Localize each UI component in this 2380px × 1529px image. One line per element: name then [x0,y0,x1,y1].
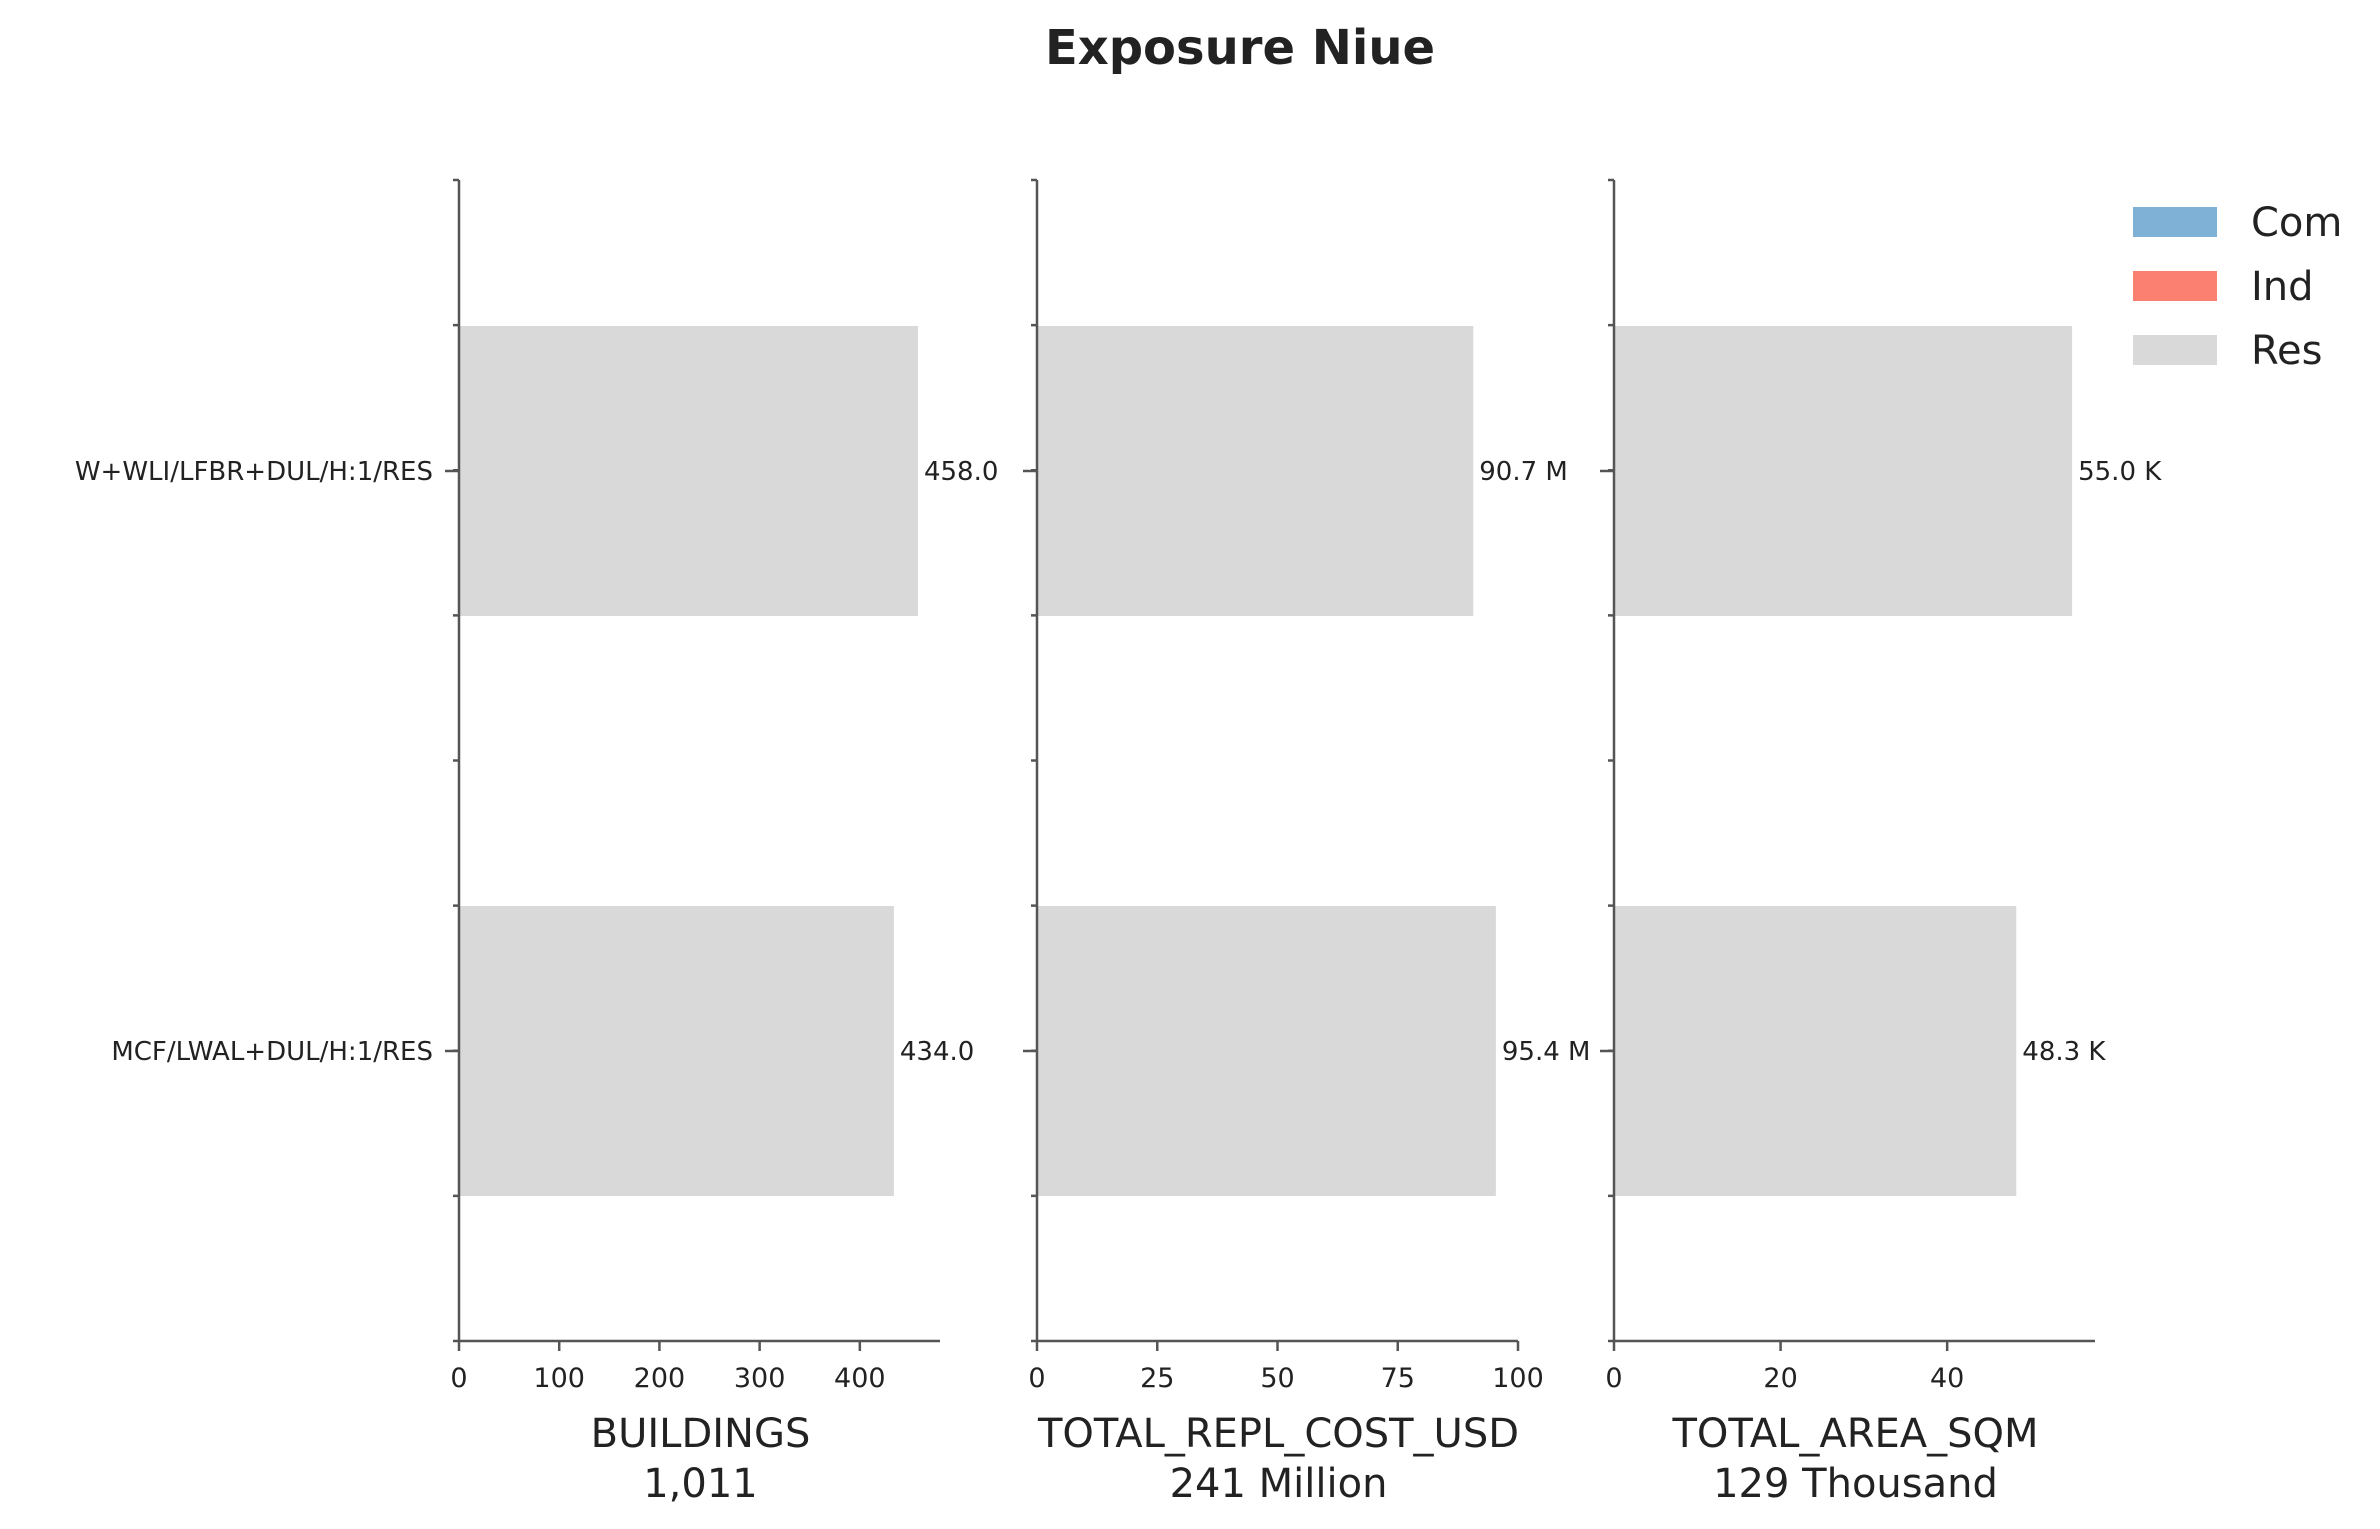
x-tick-label: 400 [834,1363,886,1394]
x-axis-label: TOTAL_AREA_SQM [1671,1411,2038,1457]
legend-label-res: Res [2251,328,2322,374]
x-tick-label: 75 [1381,1363,1415,1394]
panel-total-label: 129 Thousand [1713,1461,1998,1507]
x-tick-label: 200 [634,1363,686,1394]
x-tick-label: 25 [1140,1363,1174,1394]
x-tick-label: 300 [734,1363,786,1394]
value-label: 48.3 K [2022,1037,2106,1067]
bar-1-1 [459,326,918,616]
legend-label-com: Com [2251,200,2342,246]
bar-2-2 [1037,906,1496,1196]
value-label: 55.0 K [2078,457,2162,487]
chart-panels: 458.0 434.0 W+WLI/LFBR+DUL/H:1/RES MCF/LWAL… [75,178,2162,1507]
x-tick-label: 100 [1492,1363,1544,1394]
x-tick-label: 40 [1930,1363,1964,1394]
chart-title: Exposure Niue [1045,20,1435,76]
value-label: 95.4 M [1502,1037,1591,1067]
category-label: W+WLI/LFBR+DUL/H:1/RES [75,457,433,487]
legend-swatch-ind [2133,271,2217,301]
x-tick-label: 0 [450,1363,467,1394]
x-tick-label: 0 [1028,1363,1045,1394]
legend-swatch-res [2133,335,2217,365]
panel-2: 90.7 M 95.4 M 0 25 50 75 100 TOTAL_REPL_COST_US… [1023,178,1591,1507]
panel-total-label: 241 Million [1170,1461,1388,1507]
x-axis-label: BUILDINGS [591,1411,811,1457]
x-tick-label: 0 [1605,1363,1622,1394]
x-tick-label: 100 [533,1363,585,1394]
legend-swatch-com [2133,207,2217,237]
legend: Com Ind Res [2133,200,2342,374]
value-label: 90.7 M [1479,457,1568,487]
legend-label-ind: Ind [2251,264,2314,310]
panel-1: 458.0 434.0 W+WLI/LFBR+DUL/H:1/RES MCF/LWAL… [75,178,998,1507]
bar-3-2 [1614,906,2017,1196]
panel-total-label: 1,011 [643,1461,758,1507]
bar-1-2 [459,906,894,1196]
x-tick-label: 20 [1763,1363,1797,1394]
bar-2-1 [1037,326,1474,616]
x-axis-label: TOTAL_REPL_COST_USD [1037,1411,1519,1457]
category-label: MCF/LWAL+DUL/H:1/RES [111,1037,433,1067]
bar-3-1 [1614,326,2073,616]
value-label: 434.0 [900,1037,974,1067]
value-label: 458.0 [924,457,998,487]
x-tick-label: 50 [1260,1363,1294,1394]
